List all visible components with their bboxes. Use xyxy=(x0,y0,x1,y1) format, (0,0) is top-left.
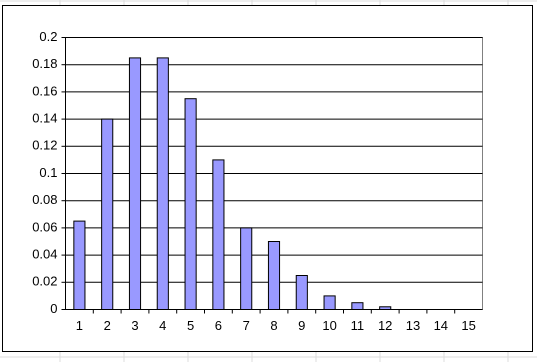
x-tick-label: 1 xyxy=(76,318,83,333)
x-tick-label: 13 xyxy=(406,318,420,333)
y-tick-label: 0.18 xyxy=(32,56,57,71)
x-tick-label: 5 xyxy=(187,318,194,333)
bar xyxy=(184,98,197,310)
x-tick-label: 4 xyxy=(159,318,166,333)
bar xyxy=(156,57,169,311)
x-tick-label: 3 xyxy=(131,318,138,333)
bar xyxy=(212,159,225,310)
bar xyxy=(73,220,86,311)
bar xyxy=(379,306,392,310)
y-tick-label: 0.06 xyxy=(32,219,57,234)
bar xyxy=(267,241,281,310)
bar xyxy=(351,302,364,311)
y-tick-label: 0.02 xyxy=(32,274,57,289)
x-tick-label: 2 xyxy=(104,318,111,333)
x-tick-label: 8 xyxy=(270,318,277,333)
bar xyxy=(323,295,336,310)
y-tick-label: 0.14 xyxy=(32,111,57,126)
x-tick-label: 14 xyxy=(434,318,448,333)
bar xyxy=(295,275,308,310)
y-tick-label: 0.12 xyxy=(32,138,57,153)
y-tick-label: 0.04 xyxy=(32,247,57,262)
y-tick-label: 0.2 xyxy=(39,29,57,44)
x-tick-label: 6 xyxy=(215,318,222,333)
x-tick-label: 15 xyxy=(461,318,475,333)
bar xyxy=(101,118,114,310)
x-tick-label: 9 xyxy=(298,318,305,333)
x-tick-label: 7 xyxy=(243,318,250,333)
y-tick-label: 0.1 xyxy=(39,165,57,180)
y-tick-label: 0.08 xyxy=(32,192,57,207)
bar xyxy=(240,227,253,310)
y-tick-label: 0 xyxy=(50,301,57,316)
y-tick-label: 0.16 xyxy=(32,83,57,98)
x-tick-label: 12 xyxy=(378,318,392,333)
bar xyxy=(128,57,142,311)
x-tick-label: 10 xyxy=(322,318,336,333)
x-tick-label: 11 xyxy=(351,318,365,333)
